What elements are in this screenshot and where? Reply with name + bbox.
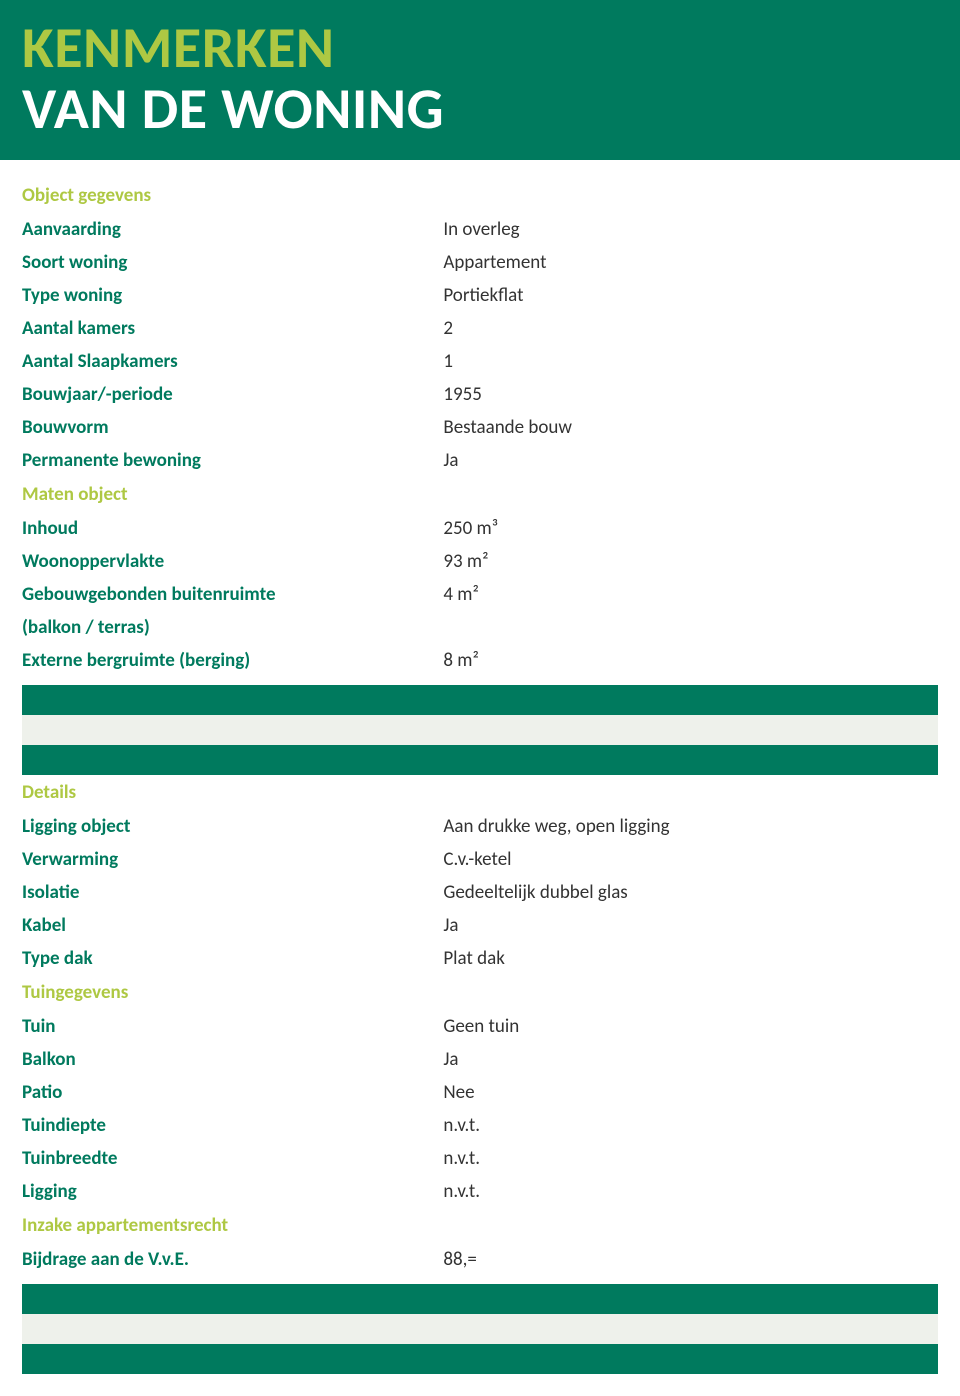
header-title-line2: VAN DE WONING bbox=[22, 79, 938, 140]
row-woonoppervlakte: Woonoppervlakte 93 m² bbox=[22, 545, 938, 578]
value-ligging-object: Aan drukke weg, open ligging bbox=[443, 810, 938, 843]
row-patio: Patio Nee bbox=[22, 1076, 938, 1109]
section-title-inzake: Inzake appartementsrecht bbox=[22, 1208, 938, 1243]
value-isolatie: Gedeeltelijk dubbel glas bbox=[443, 876, 938, 909]
row-balkon: Balkon Ja bbox=[22, 1043, 938, 1076]
row-externe-bergruimte: Externe bergruimte (berging) 8 m² bbox=[22, 644, 938, 677]
label-isolatie: Isolatie bbox=[22, 876, 443, 909]
value-soort-woning: Appartement bbox=[443, 246, 938, 279]
value-type-dak: Plat dak bbox=[443, 942, 938, 975]
row-ligging-object: Ligging object Aan drukke weg, open ligg… bbox=[22, 810, 938, 843]
row-permanente-bewoning: Permanente bewoning Ja bbox=[22, 444, 938, 477]
row-ligging: Ligging n.v.t. bbox=[22, 1175, 938, 1208]
label-aantal-slaapkamers: Aantal Slaapkamers bbox=[22, 345, 443, 378]
value-tuinbreedte: n.v.t. bbox=[443, 1142, 938, 1175]
label-aanvaarding: Aanvaarding bbox=[22, 213, 443, 246]
row-kabel: Kabel Ja bbox=[22, 909, 938, 942]
value-gebouwgebonden-sub bbox=[443, 611, 938, 644]
row-tuindiepte: Tuindiepte n.v.t. bbox=[22, 1109, 938, 1142]
page-header: KENMERKEN VAN DE WONING bbox=[0, 0, 960, 160]
row-bouwjaar: Bouwjaar/-periode 1955 bbox=[22, 378, 938, 411]
row-tuinbreedte: Tuinbreedte n.v.t. bbox=[22, 1142, 938, 1175]
row-bouwvorm: Bouwvorm Bestaande bouw bbox=[22, 411, 938, 444]
label-inhoud: Inhoud bbox=[22, 512, 443, 545]
row-inhoud: Inhoud 250 m³ bbox=[22, 512, 938, 545]
separator-green-bottom bbox=[22, 745, 938, 775]
footer-alt bbox=[22, 1314, 938, 1344]
label-aantal-kamers: Aantal kamers bbox=[22, 312, 443, 345]
footer-green-top bbox=[22, 1284, 938, 1314]
value-bouwjaar: 1955 bbox=[443, 378, 938, 411]
separator-alt bbox=[22, 715, 938, 745]
content-area: Object gegevens Aanvaarding In overleg S… bbox=[0, 160, 960, 1396]
label-patio: Patio bbox=[22, 1076, 443, 1109]
value-kabel: Ja bbox=[443, 909, 938, 942]
label-tuin: Tuin bbox=[22, 1010, 443, 1043]
label-gebouwgebonden: Gebouwgebonden buitenruimte bbox=[22, 578, 443, 611]
row-type-dak: Type dak Plat dak bbox=[22, 942, 938, 975]
value-type-woning: Portiekflat bbox=[443, 279, 938, 312]
label-kabel: Kabel bbox=[22, 909, 443, 942]
value-aanvaarding: In overleg bbox=[443, 213, 938, 246]
label-bouwjaar: Bouwjaar/-periode bbox=[22, 378, 443, 411]
row-soort-woning: Soort woning Appartement bbox=[22, 246, 938, 279]
section-title-details: Details bbox=[22, 775, 938, 810]
row-aantal-kamers: Aantal kamers 2 bbox=[22, 312, 938, 345]
label-woonoppervlakte: Woonoppervlakte bbox=[22, 545, 443, 578]
separator-block bbox=[22, 685, 938, 775]
value-bijdrage: 88,= bbox=[443, 1243, 938, 1276]
section-title-tuingegevens: Tuingegevens bbox=[22, 975, 938, 1010]
label-ligging-object: Ligging object bbox=[22, 810, 443, 843]
row-gebouwgebonden-sub: (balkon / terras) bbox=[22, 611, 938, 644]
label-type-dak: Type dak bbox=[22, 942, 443, 975]
label-balkon: Balkon bbox=[22, 1043, 443, 1076]
label-ligging: Ligging bbox=[22, 1175, 443, 1208]
row-aantal-slaapkamers: Aantal Slaapkamers 1 bbox=[22, 345, 938, 378]
label-bouwvorm: Bouwvorm bbox=[22, 411, 443, 444]
footer-green-bottom bbox=[22, 1344, 938, 1374]
label-verwarming: Verwarming bbox=[22, 843, 443, 876]
label-tuinbreedte: Tuinbreedte bbox=[22, 1142, 443, 1175]
value-woonoppervlakte: 93 m² bbox=[443, 545, 938, 578]
label-permanente-bewoning: Permanente bewoning bbox=[22, 444, 443, 477]
value-ligging: n.v.t. bbox=[443, 1175, 938, 1208]
section-title-object-gegevens: Object gegevens bbox=[22, 178, 938, 213]
value-inhoud: 250 m³ bbox=[443, 512, 938, 545]
value-externe-bergruimte: 8 m² bbox=[443, 644, 938, 677]
section-title-maten-object: Maten object bbox=[22, 477, 938, 512]
label-type-woning: Type woning bbox=[22, 279, 443, 312]
row-isolatie: Isolatie Gedeeltelijk dubbel glas bbox=[22, 876, 938, 909]
label-soort-woning: Soort woning bbox=[22, 246, 443, 279]
label-tuindiepte: Tuindiepte bbox=[22, 1109, 443, 1142]
value-tuin: Geen tuin bbox=[443, 1010, 938, 1043]
value-balkon: Ja bbox=[443, 1043, 938, 1076]
separator-green-top bbox=[22, 685, 938, 715]
header-title-line1: KENMERKEN bbox=[22, 18, 938, 79]
value-aantal-slaapkamers: 1 bbox=[443, 345, 938, 378]
value-verwarming: C.v.-ketel bbox=[443, 843, 938, 876]
value-patio: Nee bbox=[443, 1076, 938, 1109]
value-permanente-bewoning: Ja bbox=[443, 444, 938, 477]
row-tuin: Tuin Geen tuin bbox=[22, 1010, 938, 1043]
row-verwarming: Verwarming C.v.-ketel bbox=[22, 843, 938, 876]
value-gebouwgebonden: 4 m² bbox=[443, 578, 938, 611]
row-aanvaarding: Aanvaarding In overleg bbox=[22, 213, 938, 246]
row-type-woning: Type woning Portiekflat bbox=[22, 279, 938, 312]
value-bouwvorm: Bestaande bouw bbox=[443, 411, 938, 444]
row-gebouwgebonden: Gebouwgebonden buitenruimte 4 m² bbox=[22, 578, 938, 611]
value-tuindiepte: n.v.t. bbox=[443, 1109, 938, 1142]
value-aantal-kamers: 2 bbox=[443, 312, 938, 345]
row-bijdrage: Bijdrage aan de V.v.E. 88,= bbox=[22, 1243, 938, 1276]
label-gebouwgebonden-sub: (balkon / terras) bbox=[22, 611, 443, 644]
label-bijdrage: Bijdrage aan de V.v.E. bbox=[22, 1243, 443, 1276]
footer-separator-block bbox=[22, 1284, 938, 1374]
label-externe-bergruimte: Externe bergruimte (berging) bbox=[22, 644, 443, 677]
